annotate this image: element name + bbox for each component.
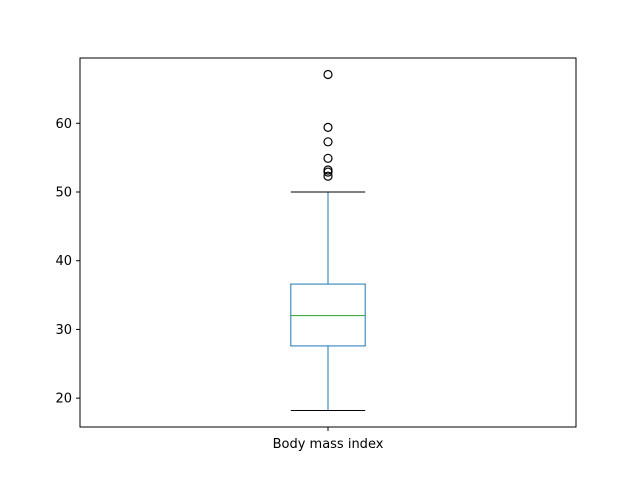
outlier-point [323,153,333,163]
y-tick-label: 60 [55,117,72,132]
outlier-point [323,69,333,80]
outlier-point [323,137,333,147]
plot-frame [79,57,577,428]
x-axis: Body mass index [273,427,384,452]
y-tick-label: 20 [55,392,72,407]
y-tick-label: 50 [55,185,72,200]
outlier-point [323,122,333,133]
x-tick-label: Body mass index [273,437,384,452]
outlier-point [323,165,333,175]
boxes [290,69,366,412]
y-axis: 20 30 40 50 60 [55,117,80,407]
y-tick-label: 40 [55,254,72,269]
iqr-box [290,283,366,347]
outlier-point [323,171,333,181]
y-tick-label: 30 [55,323,72,338]
